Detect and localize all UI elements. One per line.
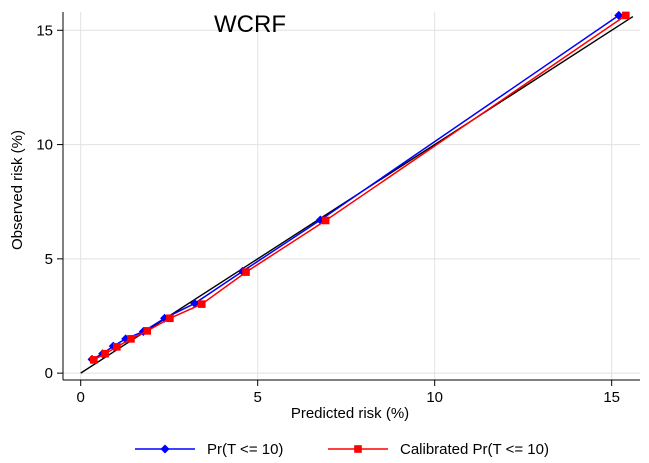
data-point [242,268,250,276]
x-axis-title: Predicted risk (%) [291,405,409,422]
data-point [622,11,630,20]
y-tick-label: 5 [45,251,53,268]
series-layer [87,10,630,364]
x-tick-label: 15 [603,389,620,406]
data-point [197,300,206,308]
data-point [321,216,330,225]
chart-title: WCRF [214,11,286,38]
legend: Pr(T <= 10) Calibrated Pr(T <= 10) [135,441,549,458]
data-point [101,349,109,358]
legend-item: Calibrated Pr(T <= 10) [328,441,549,458]
legend-label: Calibrated Pr(T <= 10) [400,441,549,458]
grid [63,12,640,380]
data-point [166,314,174,323]
x-tick-label: 5 [254,389,262,406]
y-tick-label: 10 [36,137,53,154]
legend-marker [354,445,362,453]
data-point [143,327,152,335]
data-point [89,356,98,364]
series-line [93,14,627,361]
axes: 0 5 10 15 0 5 10 15 [36,12,640,406]
legend-item: Pr(T <= 10) [135,441,283,458]
y-tick-label: 0 [45,365,53,382]
y-tick-label: 15 [36,22,53,39]
data-point [614,10,624,20]
data-point [113,343,121,351]
series-calibrated [89,11,630,364]
y-axis-title: Observed risk (%) [9,130,26,250]
legend-marker [160,444,170,454]
data-point [127,335,135,343]
x-tick-label: 10 [426,389,443,406]
legend-label: Pr(T <= 10) [207,441,283,458]
x-tick-label: 0 [77,389,85,406]
